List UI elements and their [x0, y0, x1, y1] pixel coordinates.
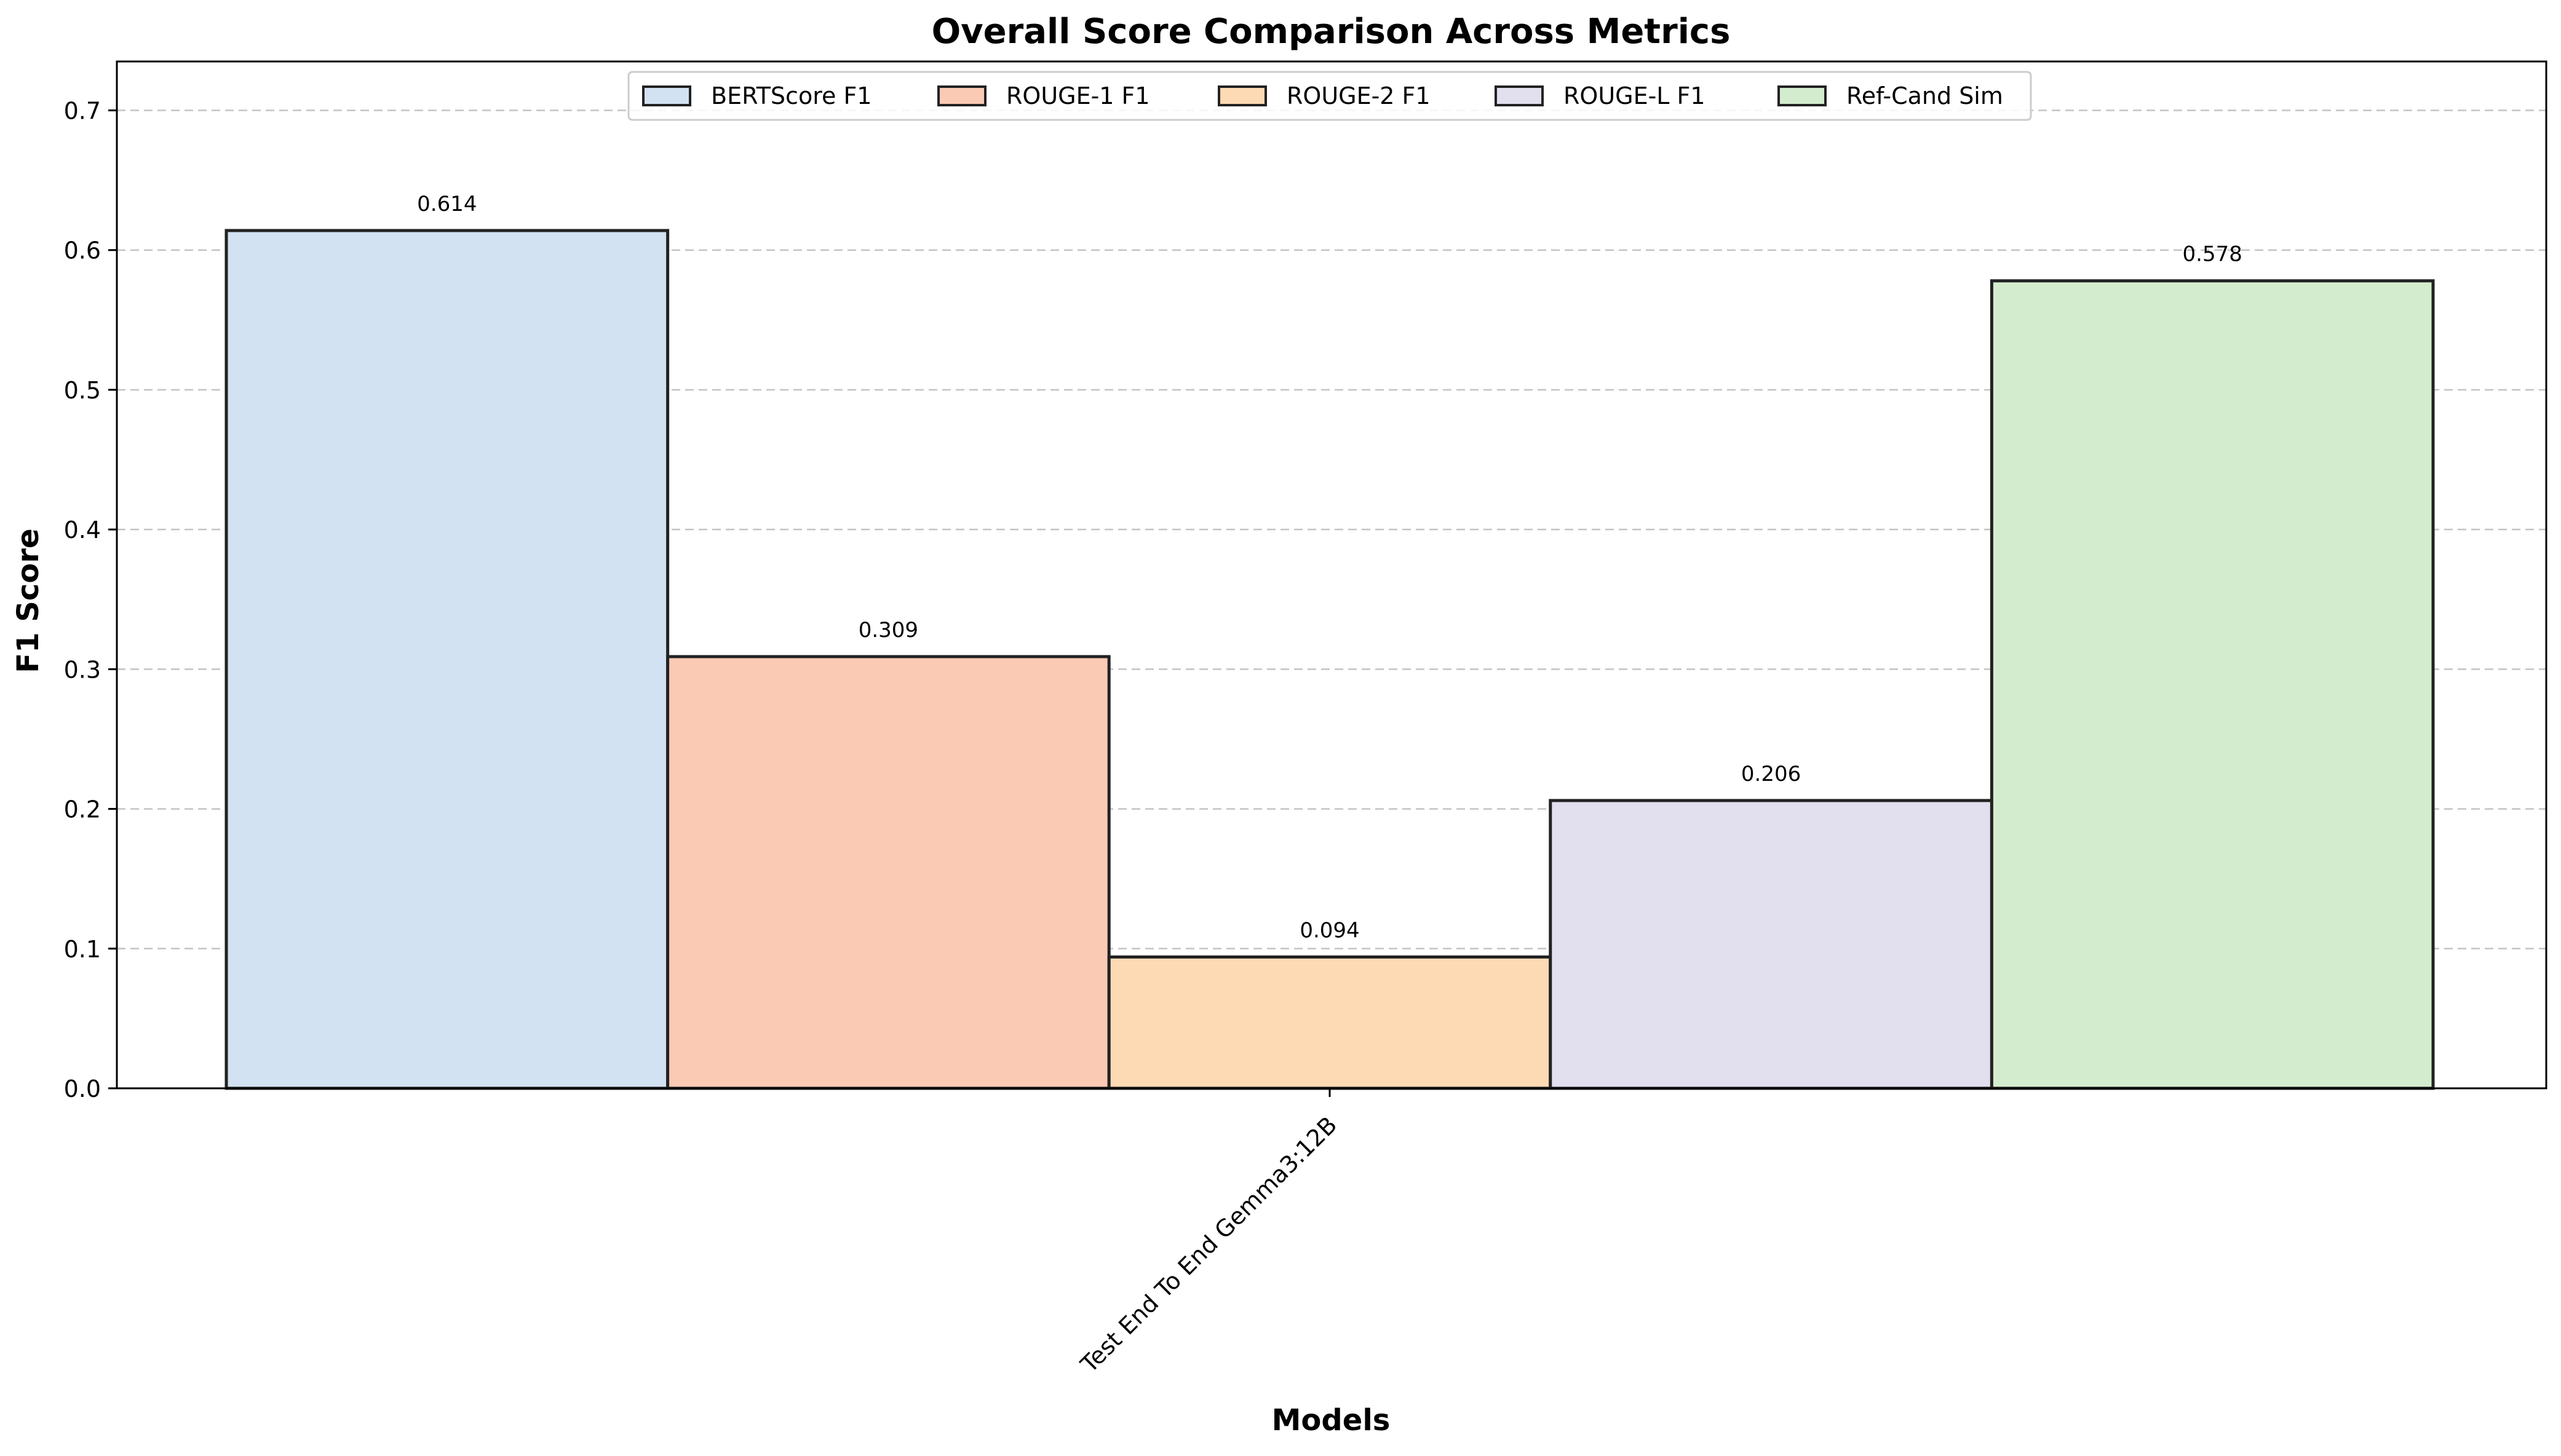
- legend-label: BERTScore F1: [711, 82, 872, 109]
- y-tick-label: 0.3: [64, 656, 101, 683]
- legend: BERTScore F1 ROUGE-1 F1 ROUGE-2 F1 ROUGE-L …: [627, 71, 2032, 121]
- x-axis-label: Models: [1272, 1403, 1391, 1438]
- y-tick-label: 0.5: [64, 377, 101, 404]
- bar-rouge-2-f1: [1107, 955, 1552, 1090]
- y-tick-label: 0.7: [64, 98, 101, 125]
- bar-ref-cand-sim: [1990, 279, 2435, 1090]
- data-labels: 0.614 0.309 0.094 0.206 0.578: [417, 192, 2242, 943]
- legend-swatch: [1218, 85, 1267, 106]
- bar-rouge-l-f1: [1549, 799, 1993, 1090]
- chart-title: Overall Score Comparison Across Metrics: [932, 12, 1731, 52]
- data-label: 0.094: [1300, 918, 1359, 943]
- legend-label: ROUGE-1 F1: [1006, 82, 1150, 109]
- data-label: 0.614: [417, 192, 477, 216]
- y-tick-label: 0.2: [64, 796, 101, 823]
- data-label: 0.206: [1741, 762, 1801, 786]
- y-axis-label: F1 Score: [11, 528, 46, 673]
- bar-rouge-1-f1: [666, 655, 1111, 1090]
- legend-label: Ref-Cand Sim: [1846, 82, 2003, 109]
- legend-swatch: [1495, 85, 1544, 106]
- y-tick-label: 0.0: [64, 1075, 101, 1102]
- data-label: 0.578: [2183, 242, 2242, 267]
- legend-label: ROUGE-L F1: [1563, 82, 1705, 109]
- legend-swatch: [937, 85, 987, 106]
- legend-label: ROUGE-2 F1: [1287, 82, 1431, 109]
- bar-bertscore-f1: [224, 229, 670, 1090]
- plot-frame: [116, 60, 2547, 1090]
- y-tick-label: 0.4: [64, 516, 101, 544]
- legend-swatch: [642, 85, 691, 106]
- bars: [224, 229, 2435, 1090]
- y-tick-label: 0.1: [64, 936, 101, 963]
- legend-frame: [627, 71, 2032, 121]
- legend-swatch: [1777, 85, 1827, 106]
- data-label: 0.309: [859, 618, 918, 643]
- y-tick-label: 0.6: [64, 237, 101, 264]
